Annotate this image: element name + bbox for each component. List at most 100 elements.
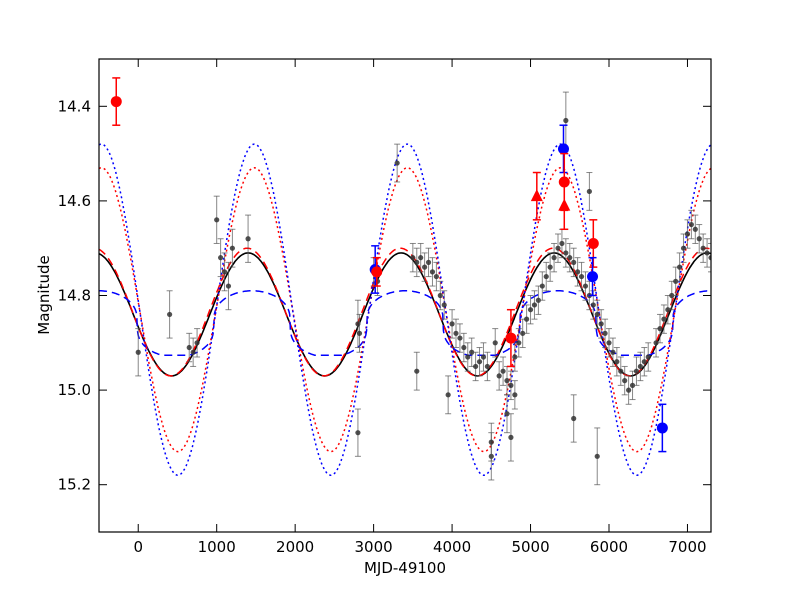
data-point <box>221 252 228 292</box>
data-point <box>166 290 173 339</box>
data-point <box>547 252 554 282</box>
model-curve-dashed-blue <box>99 290 711 357</box>
data-point <box>354 408 361 457</box>
y-tick-label: 15.2 <box>58 476 91 494</box>
data-point-marker <box>708 255 711 261</box>
data-point <box>437 280 444 311</box>
data-point <box>617 356 624 386</box>
data-point-marker <box>218 255 224 261</box>
data-point-marker <box>614 359 620 365</box>
y-tick-label: 15.0 <box>58 381 91 399</box>
data-point-marker <box>684 231 691 237</box>
data-point <box>213 195 220 244</box>
data-point-marker <box>410 255 416 261</box>
data-point <box>555 233 561 263</box>
data-point-marker <box>414 259 420 265</box>
data-point-marker <box>433 273 439 280</box>
data-point-marker <box>704 250 710 256</box>
data-point-marker <box>645 354 651 360</box>
data-point <box>570 394 577 443</box>
data-point <box>613 347 620 377</box>
data-point <box>504 394 510 434</box>
highlight-point <box>110 77 122 126</box>
data-point-marker <box>539 283 545 289</box>
data-point-marker <box>480 354 487 360</box>
data-point-marker <box>657 326 663 332</box>
data-point-marker <box>356 330 363 336</box>
data-point-marker <box>563 117 569 124</box>
data-point-marker <box>590 302 596 308</box>
data-point <box>645 342 652 372</box>
data-point-marker <box>586 188 592 195</box>
data-point <box>664 295 671 325</box>
data-point-marker <box>618 368 624 374</box>
data-point <box>684 219 691 249</box>
data-point-marker <box>229 245 235 251</box>
data-point <box>511 380 518 410</box>
data-point-marker <box>214 217 220 223</box>
x-tick-label: 0 <box>133 538 143 556</box>
data-point <box>598 309 605 339</box>
highlight-circle-marker <box>587 271 599 283</box>
data-point-marker <box>594 311 600 318</box>
data-point-marker <box>665 307 671 313</box>
data-point-marker <box>563 250 569 256</box>
data-point <box>464 342 471 372</box>
data-point-marker <box>488 439 494 445</box>
data-point <box>531 290 538 320</box>
data-point <box>194 328 201 358</box>
data-point-marker <box>594 453 600 459</box>
data-point <box>676 252 683 282</box>
x-axis-ticks: 0 1000 2000 3000 4000 5000 6000 7000 <box>133 59 707 556</box>
data-point-marker <box>641 359 647 365</box>
data-point <box>476 347 483 377</box>
x-tick-label: 5000 <box>511 538 549 556</box>
data-point <box>417 242 424 273</box>
highlight-point <box>558 181 571 231</box>
data-point-marker <box>653 340 659 346</box>
data-point-marker <box>186 344 192 351</box>
data-point <box>602 318 609 349</box>
data-point-marker <box>453 330 459 336</box>
data-point-marker <box>606 340 612 346</box>
data-point <box>700 233 707 263</box>
data-point <box>657 313 663 344</box>
highlight-circle-marker <box>110 96 122 108</box>
data-point <box>456 323 463 353</box>
data-point <box>566 242 573 273</box>
data-point-marker <box>633 368 640 374</box>
data-point <box>507 413 514 462</box>
data-point-marker <box>524 316 530 322</box>
data-point-marker <box>476 359 483 365</box>
data-point-marker <box>394 160 400 166</box>
data-point-marker <box>496 373 502 379</box>
data-point <box>653 328 660 358</box>
data-point-marker <box>425 259 432 265</box>
data-point-marker <box>571 259 577 265</box>
data-point-marker <box>245 236 251 242</box>
data-point <box>445 375 452 415</box>
data-point-marker <box>629 382 636 388</box>
data-point <box>488 422 495 462</box>
data-point <box>570 247 577 278</box>
x-tick-label: 1000 <box>198 538 236 556</box>
data-point <box>637 351 644 382</box>
data-point-marker <box>429 269 436 275</box>
data-point-marker <box>700 245 706 251</box>
data-point <box>429 257 436 287</box>
data-point-marker <box>571 415 577 422</box>
data-point <box>688 209 695 240</box>
data-point-marker <box>516 340 522 346</box>
data-point <box>539 271 546 301</box>
data-point <box>621 365 628 396</box>
data-point <box>582 271 589 301</box>
plot-frame <box>98 58 712 533</box>
data-point <box>421 252 428 282</box>
data-point-marker <box>508 382 514 388</box>
data-point <box>633 356 640 386</box>
data-point <box>468 337 475 367</box>
data-point-marker <box>582 283 589 289</box>
data-point-marker <box>194 340 200 346</box>
data-point-marker <box>221 269 228 275</box>
